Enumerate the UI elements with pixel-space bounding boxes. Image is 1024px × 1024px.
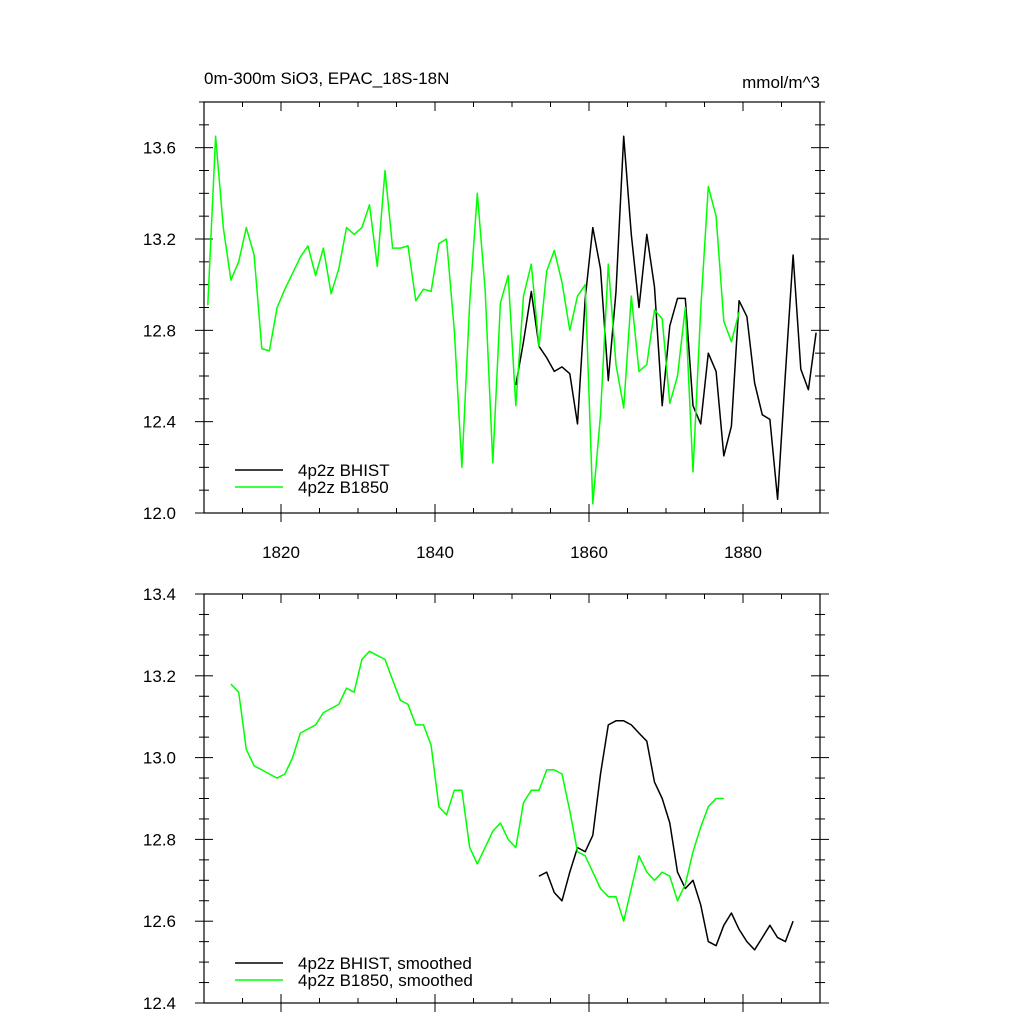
legend-label: 4p2z B1850, smoothed	[298, 971, 473, 990]
y-tick-label: 12.8	[143, 321, 176, 340]
y-tick-label: 13.4	[143, 585, 176, 604]
series-line-bhist	[538, 720, 794, 951]
series-line-b1850	[230, 650, 724, 922]
legend-label: 4p2z B1850	[298, 478, 389, 497]
series-line-b1850	[207, 135, 740, 505]
legend-label: 4p2z BHIST, smoothed	[298, 954, 472, 973]
units-label: mmol/m^3	[742, 73, 820, 92]
series-line-bhist	[515, 135, 817, 501]
y-tick-label: 13.0	[143, 749, 176, 768]
x-tick-label: 1860	[570, 543, 608, 562]
legend-label: 4p2z BHIST	[298, 461, 390, 480]
y-tick-label: 13.6	[143, 139, 176, 158]
y-tick-label: 13.2	[143, 667, 176, 686]
chart-title: 0m-300m SiO3, EPAC_18S-18N	[204, 69, 449, 88]
plot-frame	[203, 593, 821, 1004]
y-tick-label: 12.8	[143, 830, 176, 849]
bottom-panel: 12.4 12.6 12.8 13.0 13.2 13.4 4p2z BHIST, smoo…	[143, 585, 829, 1013]
top-panel: 1820 1840 1860 1880 12.0 12.4 12.8 13.2 13.6 0m-3…	[143, 69, 829, 562]
y-tick-label: 13.2	[143, 230, 176, 249]
y-tick-label: 12.0	[143, 504, 176, 523]
x-tick-label: 1840	[416, 543, 454, 562]
plot-frame	[203, 101, 821, 514]
x-tick-label: 1880	[724, 543, 762, 562]
x-tick-label: 1820	[262, 543, 300, 562]
y-tick-label: 12.4	[143, 994, 176, 1013]
y-tick-label: 12.6	[143, 912, 176, 931]
y-tick-label: 12.4	[143, 413, 176, 432]
